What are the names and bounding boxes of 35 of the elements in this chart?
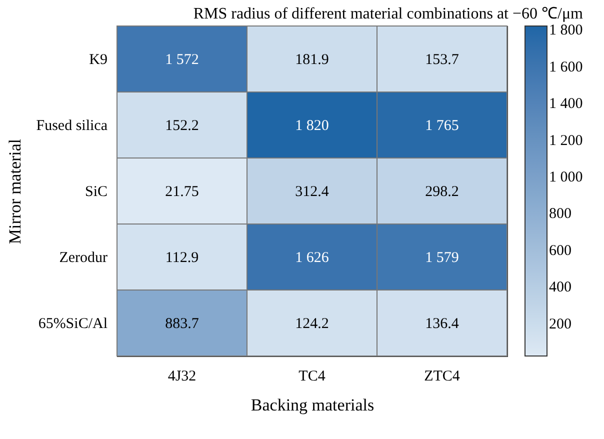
x-tick-label: TC4 — [298, 368, 326, 384]
color-bar-label: 1 800 — [549, 22, 583, 39]
color-bar-label: 600 — [549, 242, 572, 259]
color-bar-label: 200 — [549, 316, 572, 332]
x-axis-title: Backing materials — [250, 396, 374, 414]
data-label: 1 820 — [295, 118, 329, 134]
color-bar-label: 1 000 — [549, 169, 583, 186]
data-label: 112.9 — [165, 250, 199, 266]
data-label: 883.7 — [165, 316, 200, 332]
data-label: 1 579 — [425, 250, 459, 266]
data-label: 181.9 — [295, 52, 329, 68]
color-bar-label: 1 600 — [549, 59, 583, 76]
data-label: 124.2 — [295, 316, 329, 332]
y-tick-label: SiC — [84, 184, 108, 200]
data-label: 298.2 — [425, 184, 459, 200]
chart-title: RMS radius of different material combinations at −60 ℃/μm — [193, 6, 584, 22]
color-bar-label: 400 — [549, 280, 572, 296]
data-label: 152.2 — [165, 118, 199, 134]
x-tick-label: ZTC4 — [424, 368, 460, 384]
y-axis-title: Mirror material — [5, 138, 24, 244]
data-label: 153.7 — [425, 52, 460, 68]
data-label: 1 572 — [165, 52, 199, 68]
y-tick-label: K9 — [89, 52, 108, 68]
color-bar-label: 1 200 — [549, 132, 583, 149]
color-bar-label: 800 — [549, 206, 572, 222]
y-tick-label: Fused silica — [36, 118, 108, 134]
y-tick-label: 65%SiC/Al — [38, 316, 108, 332]
data-label: 312.4 — [295, 184, 330, 200]
y-tick-label: Zerodur — [59, 250, 108, 266]
data-label: 1 765 — [425, 118, 459, 134]
data-label: 21.75 — [165, 184, 199, 200]
data-label: 1 626 — [295, 250, 330, 266]
data-label: 136.4 — [425, 316, 460, 332]
x-tick-label: 4J32 — [168, 368, 196, 384]
color-bar-label: 1 400 — [549, 96, 583, 112]
